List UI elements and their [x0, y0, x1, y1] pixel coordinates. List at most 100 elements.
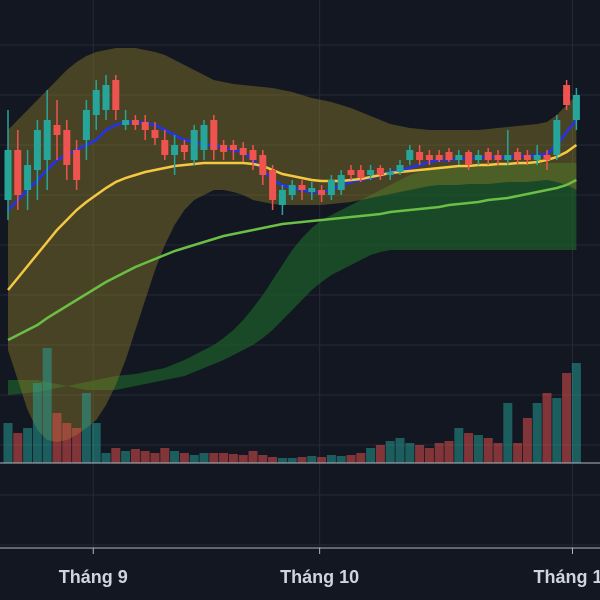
- volume-bar: [52, 413, 62, 463]
- candle-body: [553, 120, 561, 155]
- volume-bar: [483, 438, 493, 463]
- volume-bar: [287, 458, 297, 463]
- volume-bar: [238, 455, 248, 463]
- volume-bar: [72, 428, 82, 463]
- volume-bar: [571, 363, 581, 463]
- volume-bar: [346, 455, 356, 463]
- volume-bar: [532, 403, 542, 463]
- candle-body: [269, 170, 277, 200]
- volume-bar: [415, 445, 425, 463]
- volume-bar: [248, 451, 258, 463]
- ichimoku-cloud: [8, 163, 577, 395]
- candle-body: [474, 155, 482, 160]
- candle-body: [337, 175, 345, 190]
- candle-body: [43, 120, 51, 160]
- volume-bar: [434, 443, 444, 463]
- candle-body: [435, 155, 443, 160]
- volume-bar: [111, 448, 121, 463]
- candle-body: [33, 130, 41, 170]
- volume-bar: [160, 448, 170, 463]
- candle-body: [484, 152, 492, 160]
- candle-body: [504, 155, 512, 160]
- volume-bar: [297, 457, 307, 463]
- volume-bar: [268, 457, 278, 463]
- candle-body: [572, 95, 580, 120]
- volume-bar: [454, 428, 464, 463]
- candle-body: [53, 125, 61, 135]
- candle-body: [494, 155, 502, 160]
- candle-body: [200, 125, 208, 150]
- candle-body: [102, 85, 110, 110]
- candle-body: [151, 130, 159, 138]
- volume-bar: [101, 453, 111, 463]
- ma-line: [7, 178, 577, 342]
- x-tick-label: Tháng 9: [59, 567, 128, 587]
- volume-bar: [13, 433, 23, 463]
- volume-bar: [140, 451, 150, 463]
- ma-line: [7, 143, 578, 291]
- volume-bar: [464, 433, 474, 463]
- x-tick-label: Tháng 11: [533, 567, 600, 587]
- volume-bar: [444, 441, 454, 463]
- candle-body: [327, 180, 335, 195]
- candle-body: [82, 110, 90, 140]
- volume-bar: [91, 423, 101, 463]
- candle-body: [131, 120, 139, 125]
- candle-body: [259, 155, 267, 175]
- volume-bar: [513, 443, 523, 463]
- candle-body: [4, 150, 12, 200]
- candle-body: [514, 152, 522, 160]
- volume-bar: [219, 453, 229, 463]
- candle-body: [347, 170, 355, 175]
- volume-bar: [385, 441, 395, 463]
- volume-bar: [503, 403, 513, 463]
- candle-body: [278, 190, 286, 205]
- candle-body: [239, 148, 247, 155]
- volume-bar: [62, 423, 72, 463]
- candle-body: [396, 165, 404, 172]
- candle-body: [357, 170, 365, 178]
- volume-bar: [3, 423, 13, 463]
- volume-bar: [189, 455, 199, 463]
- volume-bar: [424, 448, 434, 463]
- volume-bar: [473, 435, 483, 463]
- candle-body: [249, 150, 257, 160]
- candle-body: [210, 120, 218, 150]
- candle-body: [92, 90, 100, 115]
- volume-bar: [170, 451, 180, 463]
- volume-bar: [209, 453, 219, 463]
- candle-body: [465, 152, 473, 165]
- candle-body: [180, 145, 188, 152]
- x-tick-label: Tháng 10: [280, 567, 359, 587]
- candle-body: [543, 155, 551, 160]
- volume-bar: [522, 418, 532, 463]
- candle-body: [63, 130, 71, 165]
- volume-bar: [326, 455, 336, 463]
- candle-body: [73, 150, 81, 180]
- candle-body: [141, 122, 149, 130]
- volume-bar: [395, 438, 405, 463]
- candle-body: [445, 152, 453, 160]
- volume-bar: [23, 428, 33, 463]
- volume-bar: [277, 458, 287, 463]
- candle-body: [24, 165, 32, 190]
- candle-body: [533, 155, 541, 160]
- volume-bar: [81, 393, 91, 463]
- volume-bar: [336, 456, 346, 463]
- candle-body: [14, 150, 22, 195]
- volume-bar: [375, 445, 385, 463]
- bollinger-band: [8, 48, 577, 442]
- candle-body: [298, 185, 306, 190]
- volume-bar: [405, 443, 415, 463]
- volume-bar: [42, 348, 52, 463]
- candle-body: [161, 140, 169, 155]
- volume-bar: [130, 449, 140, 463]
- volume-bar: [562, 373, 572, 463]
- candle-body: [367, 170, 375, 175]
- volume-bar: [356, 453, 366, 463]
- candle-body: [425, 155, 433, 160]
- volume-bar: [199, 453, 209, 463]
- volume-bar: [32, 383, 42, 463]
- candle-body: [416, 152, 424, 160]
